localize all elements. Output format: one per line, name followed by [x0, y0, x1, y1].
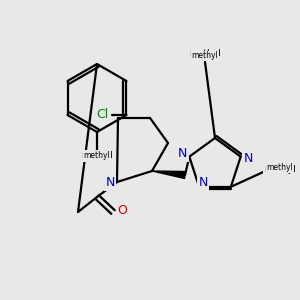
Text: N: N: [105, 176, 115, 190]
Text: methyl: methyl: [81, 152, 113, 160]
Text: methyl: methyl: [84, 151, 110, 160]
Text: N: N: [198, 176, 208, 189]
Text: methyl: methyl: [267, 164, 293, 172]
Text: methyl: methyl: [189, 50, 221, 58]
Polygon shape: [152, 171, 185, 178]
Text: N: N: [178, 147, 187, 160]
Text: methyl: methyl: [192, 52, 218, 61]
Text: N: N: [244, 152, 254, 165]
Text: O: O: [117, 205, 127, 218]
Text: methyl: methyl: [264, 166, 296, 175]
Text: Cl: Cl: [96, 109, 109, 122]
